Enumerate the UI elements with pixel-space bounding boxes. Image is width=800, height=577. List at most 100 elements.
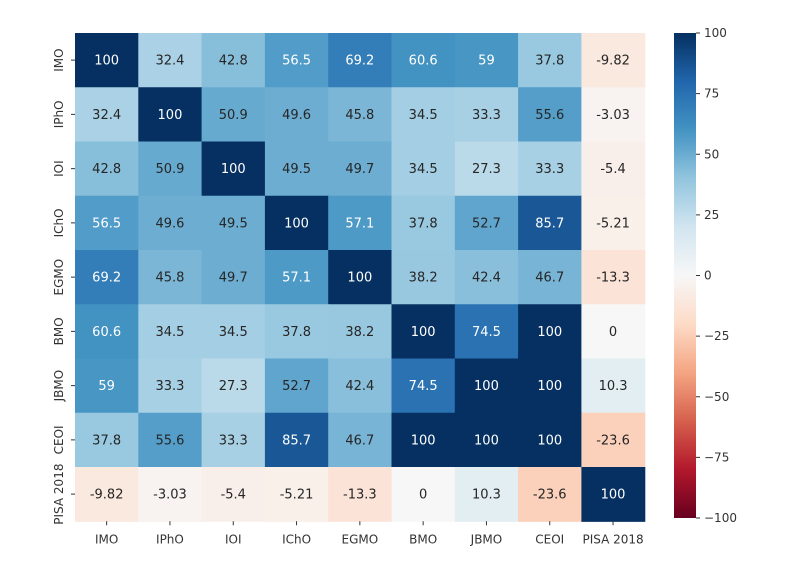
cell-value-label: 38.2 xyxy=(345,325,374,340)
cell-value-label: 85.7 xyxy=(535,216,564,231)
colorbar-tick-label: −75 xyxy=(704,450,729,464)
cell-value-label: 52.7 xyxy=(282,379,311,394)
heatmap-cell xyxy=(391,141,456,197)
colorbar-tick-label: 50 xyxy=(704,147,719,161)
heatmap-cell xyxy=(264,250,329,305)
colorbar-tick-label: −50 xyxy=(704,390,729,404)
heatmap-cell xyxy=(581,250,646,305)
cell-value-label: 33.3 xyxy=(155,379,184,394)
heatmap-cell xyxy=(518,195,582,251)
heatmap-cell xyxy=(454,250,519,305)
cell-value-label: 100 xyxy=(221,162,246,177)
heatmap-cell xyxy=(138,304,203,360)
x-tick-label: CEOI xyxy=(535,532,564,546)
cell-value-label: -23.6 xyxy=(596,433,630,448)
heatmap-cell xyxy=(391,412,456,468)
cell-value-label: 100 xyxy=(158,108,183,123)
cell-value-label: 49.6 xyxy=(282,108,311,123)
cell-value-label: 27.3 xyxy=(472,162,501,177)
heatmap-cell xyxy=(328,33,393,88)
cell-value-label: 100 xyxy=(411,433,436,448)
y-tick-label: IMO xyxy=(52,48,66,71)
heatmap-cell xyxy=(75,250,139,305)
y-tick-label: PISA 2018 xyxy=(52,464,66,525)
y-tick-label: IOI xyxy=(52,160,66,177)
cell-value-label: 49.5 xyxy=(282,162,311,177)
cell-value-label: 10.3 xyxy=(599,379,628,394)
cell-value-label: 100 xyxy=(411,325,436,340)
y-tick-label: IChO xyxy=(52,208,66,237)
cell-value-label: 100 xyxy=(537,379,562,394)
cell-value-label: 59 xyxy=(98,379,115,394)
cell-value-label: 69.2 xyxy=(92,271,121,286)
cell-value-label: 59 xyxy=(478,54,495,69)
heatmap-cell xyxy=(75,195,139,251)
heatmap-cell xyxy=(328,250,393,305)
cell-value-label: -3.03 xyxy=(596,108,630,123)
heatmap-cell xyxy=(454,467,519,522)
heatmap-cell xyxy=(581,358,646,414)
cell-value-label: 45.8 xyxy=(345,108,374,123)
heatmap-cell xyxy=(328,87,393,143)
heatmap-cell xyxy=(518,250,582,305)
cell-value-label: 74.5 xyxy=(472,325,501,340)
heatmap-cell xyxy=(201,467,266,522)
cell-value-label: 0 xyxy=(609,325,617,340)
cell-value-label: 33.3 xyxy=(472,108,501,123)
heatmap-cell xyxy=(264,195,329,251)
heatmap-cell xyxy=(391,358,456,414)
colorbar-tick-label: −100 xyxy=(704,511,737,525)
colorbar-tick-label: 25 xyxy=(704,208,719,222)
cell-value-label: 46.7 xyxy=(345,433,374,448)
cell-value-label: 37.8 xyxy=(409,216,438,231)
colorbar: 100 75 50 25 0 −25 −50 −75 −100 xyxy=(674,26,737,525)
heatmap-cell xyxy=(201,412,266,468)
heatmap-cell xyxy=(518,304,582,360)
x-tick-label: BMO xyxy=(409,532,437,546)
y-tick-label: EGMO xyxy=(52,259,66,296)
cell-value-label: 34.5 xyxy=(409,108,438,123)
heatmap-cell xyxy=(581,33,646,88)
heatmap-cell xyxy=(264,412,329,468)
cell-value-label: 37.8 xyxy=(535,54,564,69)
cell-value-label: 57.1 xyxy=(345,216,374,231)
cell-value-label: 55.6 xyxy=(155,433,184,448)
colorbar-gradient xyxy=(674,33,696,518)
heatmap-cell xyxy=(138,33,203,88)
cell-value-label: 37.8 xyxy=(92,433,121,448)
cell-value-label: 100 xyxy=(347,271,372,286)
heatmap-cell xyxy=(454,304,519,360)
colorbar-tick-label: 0 xyxy=(704,269,712,283)
heatmap-cell xyxy=(264,358,329,414)
heatmap-cell xyxy=(201,87,266,143)
heatmap-cell xyxy=(328,358,393,414)
cell-value-label: 42.8 xyxy=(92,162,121,177)
cell-value-label: -3.03 xyxy=(153,488,187,503)
cell-value-label: 49.7 xyxy=(219,271,248,286)
heatmap-cell xyxy=(264,33,329,88)
heatmap-cell xyxy=(264,87,329,143)
y-tick-label: BMO xyxy=(52,317,66,345)
cell-value-label: -5.21 xyxy=(596,216,630,231)
cell-value-label: 27.3 xyxy=(219,379,248,394)
cell-value-label: -5.21 xyxy=(280,488,314,503)
heatmap-cell xyxy=(581,412,646,468)
heatmap-cell xyxy=(391,195,456,251)
cell-value-label: 34.5 xyxy=(155,325,184,340)
y-axis-tick-labels: IMO IPhO IOI IChO EGMO BMO JBMO CEOI PISA 2018 xyxy=(52,48,75,525)
cell-value-label: 74.5 xyxy=(409,379,438,394)
heatmap-cell xyxy=(581,195,646,251)
cell-value-label: 50.9 xyxy=(219,108,248,123)
heatmap-cell xyxy=(201,250,266,305)
x-axis-tick-labels: IMO IPhO IOI IChO EGMO BMO JBMO CEOI PISA 2018 xyxy=(95,521,644,546)
heatmap-cell xyxy=(201,33,266,88)
heatmap-cell xyxy=(518,33,582,88)
x-tick-label: IChO xyxy=(282,532,311,546)
cell-value-label: 42.8 xyxy=(219,54,248,69)
cell-value-label: 100 xyxy=(537,433,562,448)
heatmap-cell xyxy=(138,358,203,414)
y-tick-label: IPhO xyxy=(52,100,66,128)
heatmap-cell xyxy=(391,33,456,88)
cell-value-label: 57.1 xyxy=(282,271,311,286)
